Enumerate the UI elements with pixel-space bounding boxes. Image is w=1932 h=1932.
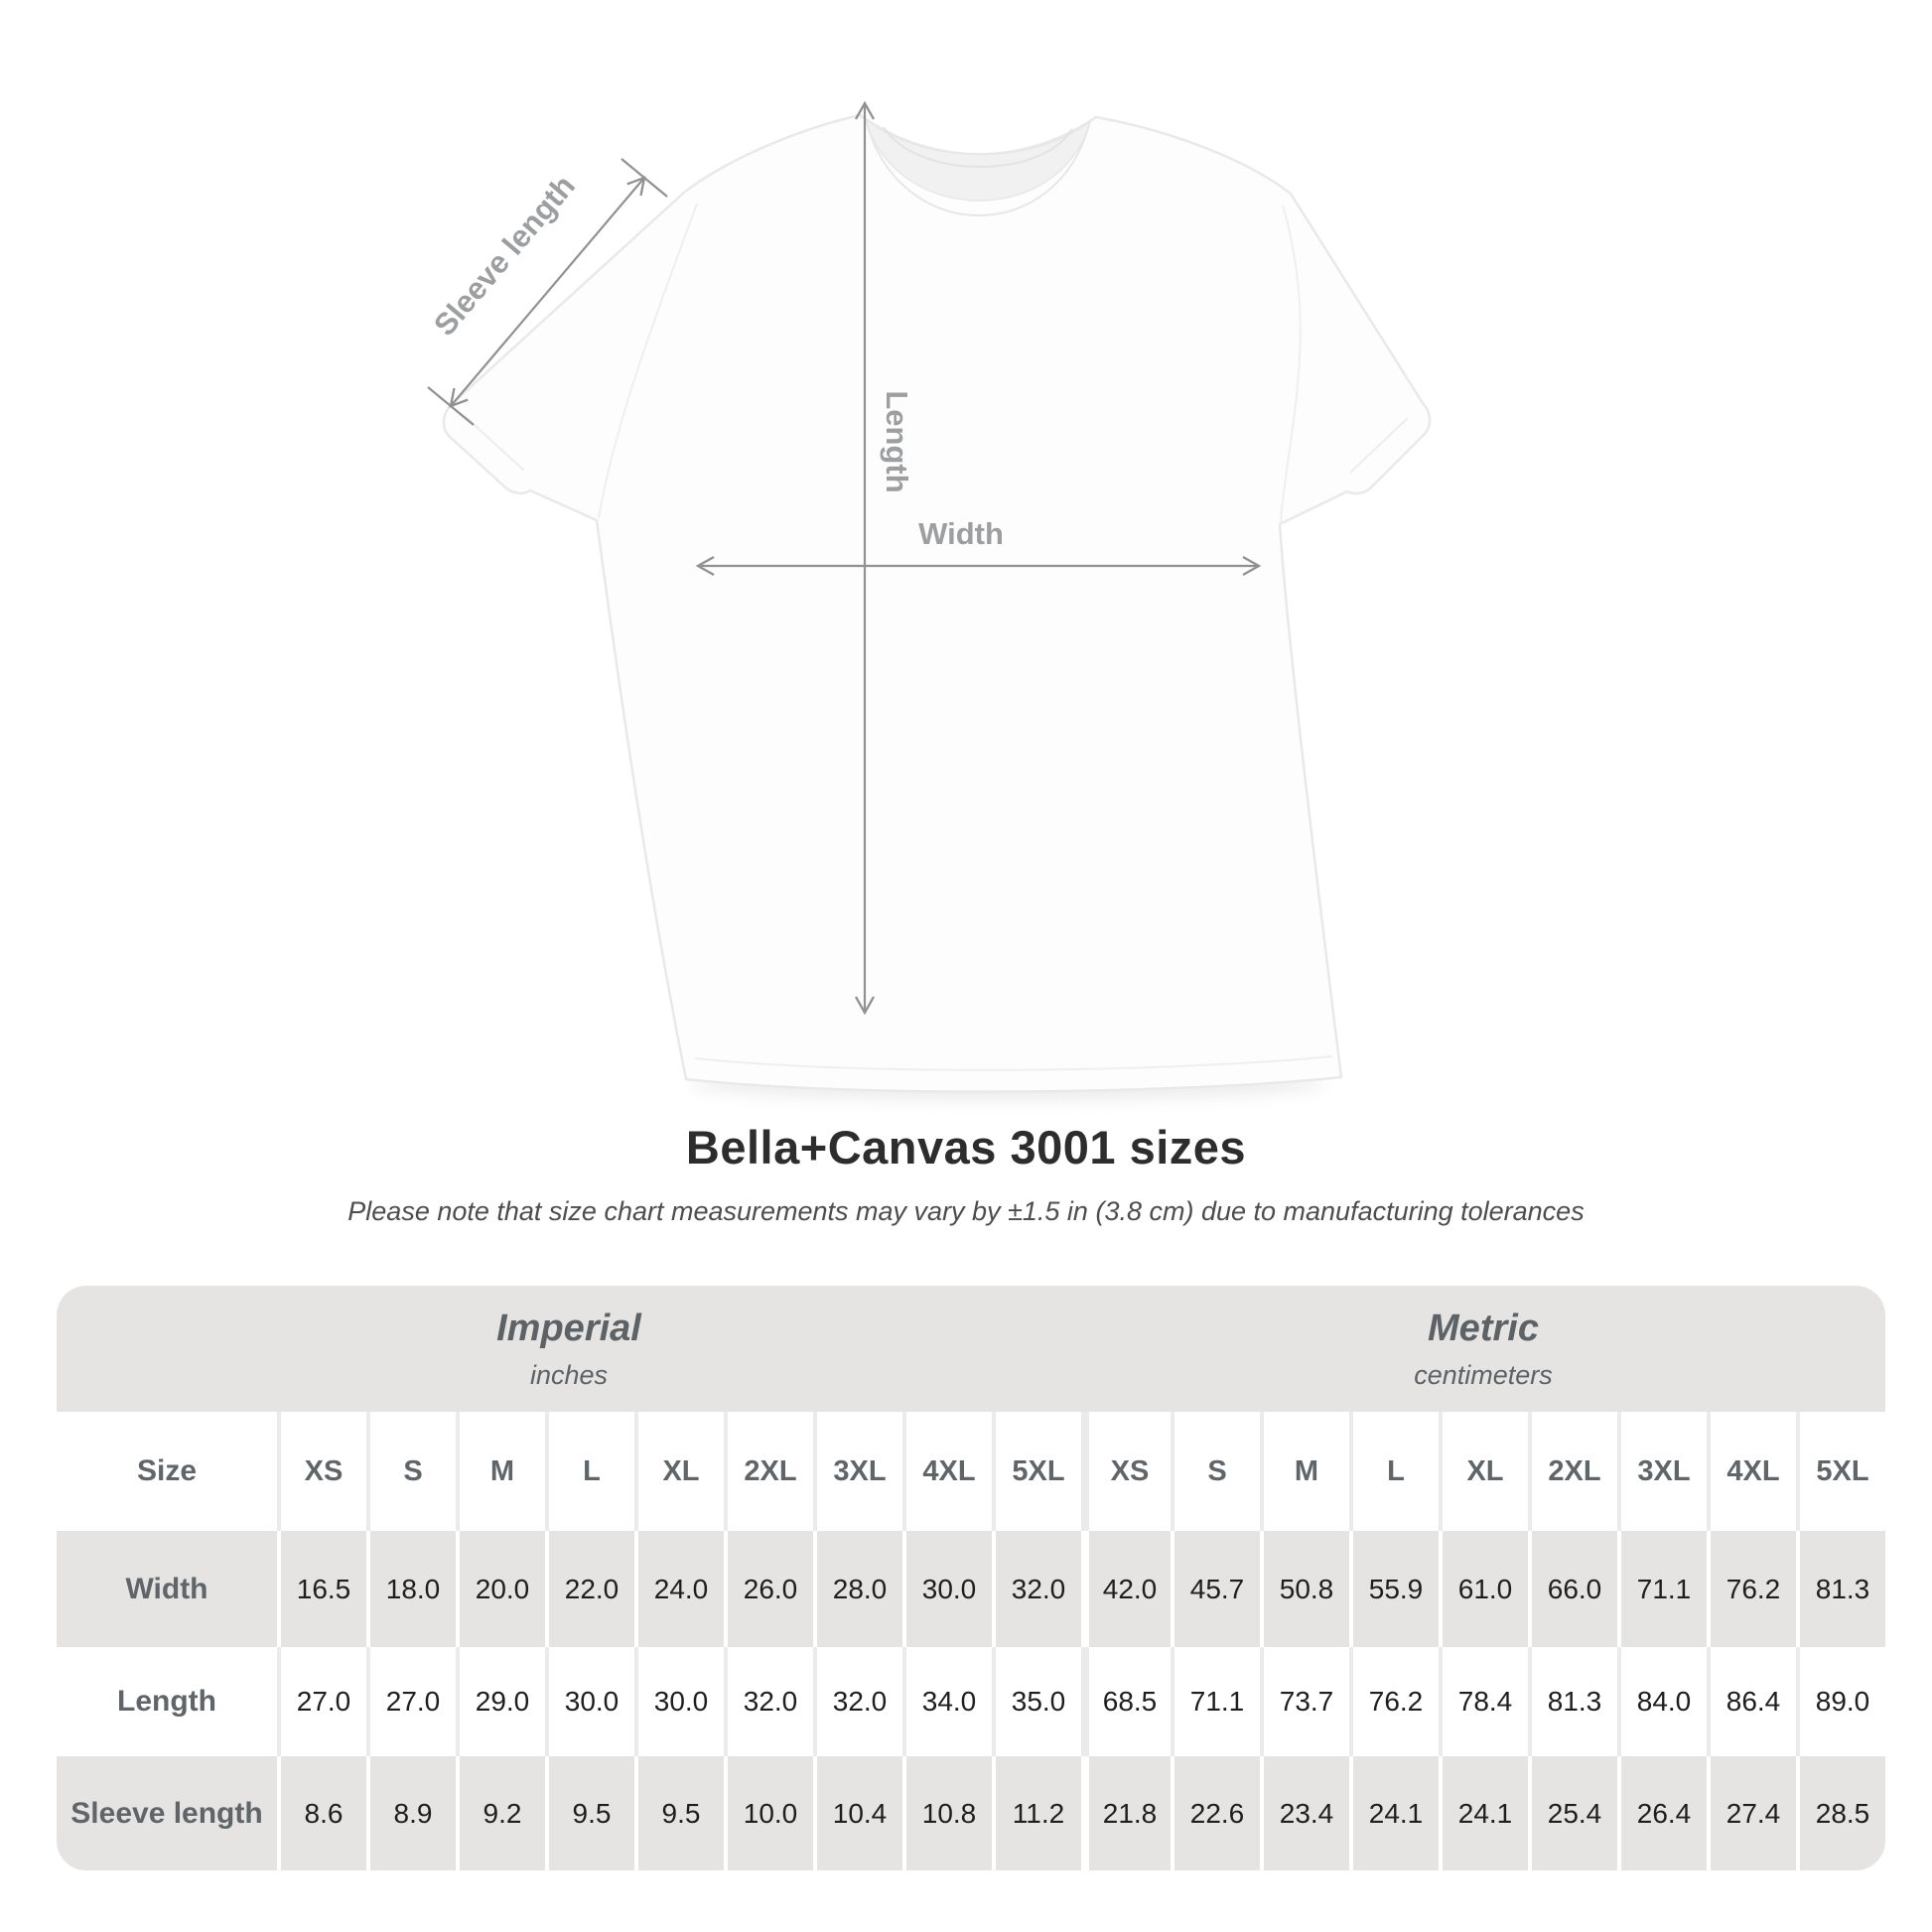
value-cell: 8.9 [366,1756,456,1870]
row-label: Sleeve length [70,1796,263,1830]
value-cell: 9.5 [634,1756,724,1870]
value-cell: 23.4 [1260,1756,1349,1870]
value-cell: 32.0 [813,1647,902,1756]
size-header: Size [136,1454,198,1487]
value-cell: 30.0 [634,1647,724,1756]
size-column-header: M [1260,1412,1349,1531]
heading-block: Bella+Canvas 3001 sizes Please note that… [0,1120,1932,1227]
value-cell: 18.0 [366,1531,456,1647]
value-cell: 89.0 [1796,1647,1885,1756]
size-column-header: 4XL [1707,1412,1796,1531]
size-column-header: 3XL [1617,1412,1707,1531]
value-cell: 27.4 [1707,1756,1796,1870]
value-cell: 9.2 [456,1756,545,1870]
value-cell: 45.7 [1171,1531,1260,1647]
row-label: Width [125,1572,208,1605]
page-title: Bella+Canvas 3001 sizes [685,1121,1247,1173]
value-cell: 24.1 [1349,1756,1439,1870]
metric-unit: centimeters [1414,1359,1553,1390]
size-column-header: XL [1439,1412,1528,1531]
value-cell: 84.0 [1617,1647,1707,1756]
value-cell: 55.9 [1349,1531,1439,1647]
value-cell: 24.1 [1439,1756,1528,1870]
value-cell: 42.0 [1081,1531,1171,1647]
size-column-header: 4XL [902,1412,992,1531]
value-cell: 27.0 [277,1647,366,1756]
size-column-header: S [366,1412,456,1531]
value-cell: 76.2 [1349,1647,1439,1756]
size-column-header: M [456,1412,545,1531]
value-cell: 16.5 [277,1531,366,1647]
size-column-header: XL [634,1412,724,1531]
value-cell: 10.8 [902,1756,992,1870]
metric-label: Metric [1428,1307,1539,1349]
value-cell: 68.5 [1081,1647,1171,1756]
value-cell: 26.0 [724,1531,813,1647]
value-cell: 22.6 [1171,1756,1260,1870]
sleeve-length-arrow [427,158,668,426]
value-cell: 28.5 [1796,1756,1885,1870]
value-cell: 11.2 [992,1756,1081,1870]
value-cell: 35.0 [992,1647,1081,1756]
size-column-header: 3XL [813,1412,902,1531]
value-cell: 9.5 [545,1756,634,1870]
table-row: Sleeve length 8.6 8.9 9.2 9.5 9.5 10.0 10.4 10.… [57,1756,1885,1870]
value-cell: 24.0 [634,1531,724,1647]
length-label: Length [880,390,914,492]
size-column-header: XS [277,1412,366,1531]
value-cell: 21.8 [1081,1756,1171,1870]
tshirt-measurement-diagram: Length Width Sleeve length [427,100,1432,1100]
value-cell: 86.4 [1707,1647,1796,1756]
row-label: Length [117,1685,216,1718]
value-cell: 76.2 [1707,1531,1796,1647]
size-column-header: 5XL [992,1412,1081,1531]
value-cell: 61.0 [1439,1531,1528,1647]
value-cell: 81.3 [1796,1531,1885,1647]
tshirt-graphic [442,113,1432,1093]
page-subtitle: Please note that size chart measurements… [347,1196,1585,1226]
value-cell: 28.0 [813,1531,902,1647]
value-cell: 30.0 [902,1531,992,1647]
value-cell: 81.3 [1528,1647,1617,1756]
table-rows: Width 16.5 18.0 20.0 22.0 24.0 26.0 28.0 30.0 32… [57,1531,1885,1870]
metric-band: Metric centimeters [1081,1286,1885,1412]
imperial-label: Imperial [496,1307,641,1349]
value-cell: 20.0 [456,1531,545,1647]
value-cell: 22.0 [545,1531,634,1647]
size-column-header: L [545,1412,634,1531]
value-cell: 73.7 [1260,1647,1349,1756]
value-cell: 32.0 [992,1531,1081,1647]
size-column-header: L [1349,1412,1439,1531]
value-cell: 10.4 [813,1756,902,1870]
size-table: Imperial inches Metric centimeters Size … [57,1286,1885,1870]
size-column-header: 2XL [1528,1412,1617,1531]
value-cell: 29.0 [456,1647,545,1756]
size-header-row: Size XS S M L XL 2XL 3XL 4XL 5XL XS S M L XL 2XL 3XL 4XL… [57,1412,1885,1531]
value-cell: 71.1 [1617,1531,1707,1647]
value-cell: 50.8 [1260,1531,1349,1647]
table-row: Width 16.5 18.0 20.0 22.0 24.0 26.0 28.0 30.0 32… [57,1531,1885,1647]
value-cell: 66.0 [1528,1531,1617,1647]
size-column-header: S [1171,1412,1260,1531]
size-column-header: 5XL [1796,1412,1885,1531]
value-cell: 71.1 [1171,1647,1260,1756]
value-cell: 26.4 [1617,1756,1707,1870]
value-cell: 78.4 [1439,1647,1528,1756]
value-cell: 10.0 [724,1756,813,1870]
value-cell: 27.0 [366,1647,456,1756]
value-cell: 32.0 [724,1647,813,1756]
value-cell: 34.0 [902,1647,992,1756]
imperial-unit: inches [529,1359,609,1390]
size-column-header: XS [1081,1412,1171,1531]
value-cell: 8.6 [277,1756,366,1870]
width-label: Width [918,516,1004,551]
imperial-band: Imperial inches [57,1286,1081,1412]
value-cell: 30.0 [545,1647,634,1756]
table-row: Length 27.0 27.0 29.0 30.0 30.0 32.0 32.0 34.0 3… [57,1647,1885,1756]
value-cell: 25.4 [1528,1756,1617,1870]
unit-band: Imperial inches Metric centimeters [57,1286,1885,1412]
size-column-header: 2XL [724,1412,813,1531]
